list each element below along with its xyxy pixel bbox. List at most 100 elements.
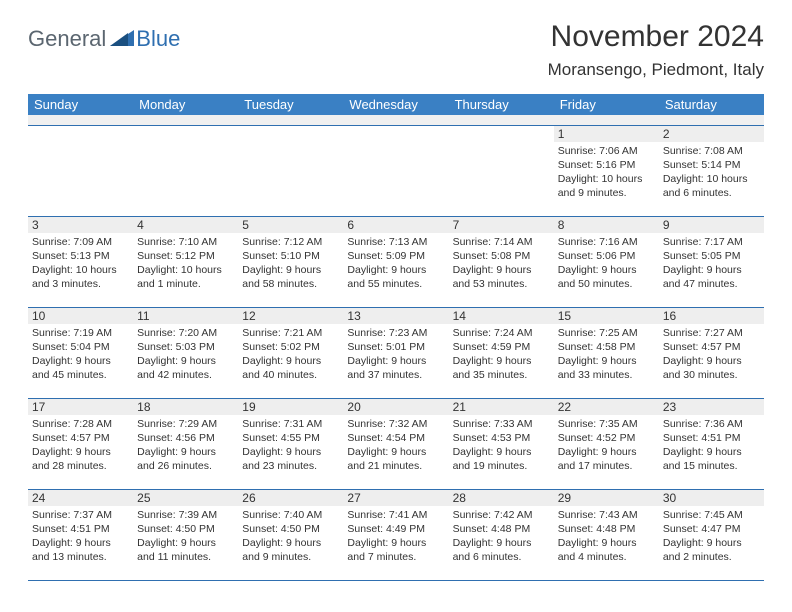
day-number: 21: [449, 399, 554, 415]
day-cell: 2Sunrise: 7:08 AMSunset: 5:14 PMDaylight…: [659, 125, 764, 216]
day-detail: Sunrise: 7:13 AMSunset: 5:09 PMDaylight:…: [347, 235, 444, 292]
day-cell: 8Sunrise: 7:16 AMSunset: 5:06 PMDaylight…: [554, 216, 659, 307]
day-number: 2: [659, 126, 764, 142]
day-detail: Sunrise: 7:39 AMSunset: 4:50 PMDaylight:…: [137, 508, 234, 565]
day-detail: Sunrise: 7:12 AMSunset: 5:10 PMDaylight:…: [242, 235, 339, 292]
sunrise-text: Sunrise: 7:36 AM: [663, 417, 760, 431]
day-detail: Sunrise: 7:27 AMSunset: 4:57 PMDaylight:…: [663, 326, 760, 383]
day-detail: Sunrise: 7:25 AMSunset: 4:58 PMDaylight:…: [558, 326, 655, 383]
day-cell: [238, 125, 343, 216]
sunrise-text: Sunrise: 7:12 AM: [242, 235, 339, 249]
sunrise-text: Sunrise: 7:28 AM: [32, 417, 129, 431]
day-detail: Sunrise: 7:10 AMSunset: 5:12 PMDaylight:…: [137, 235, 234, 292]
daylight-text: Daylight: 9 hours and 2 minutes.: [663, 536, 760, 564]
sunrise-text: Sunrise: 7:13 AM: [347, 235, 444, 249]
day-number: 9: [659, 217, 764, 233]
week-row: 3Sunrise: 7:09 AMSunset: 5:13 PMDaylight…: [28, 216, 764, 307]
daylight-text: Daylight: 9 hours and 13 minutes.: [32, 536, 129, 564]
day-cell: [343, 125, 448, 216]
day-number: 13: [343, 308, 448, 324]
daylight-text: Daylight: 9 hours and 47 minutes.: [663, 263, 760, 291]
sunrise-text: Sunrise: 7:23 AM: [347, 326, 444, 340]
day-detail: Sunrise: 7:33 AMSunset: 4:53 PMDaylight:…: [453, 417, 550, 474]
daylight-text: Daylight: 10 hours and 1 minute.: [137, 263, 234, 291]
day-detail: Sunrise: 7:31 AMSunset: 4:55 PMDaylight:…: [242, 417, 339, 474]
day-header: Wednesday: [343, 94, 448, 115]
daylight-text: Daylight: 9 hours and 7 minutes.: [347, 536, 444, 564]
logo-triangle-icon: [110, 28, 134, 51]
sunrise-text: Sunrise: 7:27 AM: [663, 326, 760, 340]
sunrise-text: Sunrise: 7:41 AM: [347, 508, 444, 522]
sunset-text: Sunset: 5:05 PM: [663, 249, 760, 263]
day-detail: Sunrise: 7:36 AMSunset: 4:51 PMDaylight:…: [663, 417, 760, 474]
sunset-text: Sunset: 5:10 PM: [242, 249, 339, 263]
day-detail: Sunrise: 7:16 AMSunset: 5:06 PMDaylight:…: [558, 235, 655, 292]
sunset-text: Sunset: 4:48 PM: [453, 522, 550, 536]
daylight-text: Daylight: 9 hours and 19 minutes.: [453, 445, 550, 473]
sunrise-text: Sunrise: 7:29 AM: [137, 417, 234, 431]
daylight-text: Daylight: 9 hours and 42 minutes.: [137, 354, 234, 382]
day-detail: Sunrise: 7:21 AMSunset: 5:02 PMDaylight:…: [242, 326, 339, 383]
sunrise-text: Sunrise: 7:21 AM: [242, 326, 339, 340]
day-number: 26: [238, 490, 343, 506]
day-number: 19: [238, 399, 343, 415]
day-cell: 23 Sunrise: 7:36 AMSunset: 4:51 PMDayligh…: [659, 398, 764, 489]
day-number: 24: [28, 490, 133, 506]
day-cell: 28Sunrise: 7:42 AMSunset: 4:48 PMDayligh…: [449, 489, 554, 580]
day-number: 11: [133, 308, 238, 324]
daylight-text: Daylight: 9 hours and 55 minutes.: [347, 263, 444, 291]
sunrise-text: Sunrise: 7:37 AM: [32, 508, 129, 522]
day-number: 17: [28, 399, 133, 415]
day-number: 16: [659, 308, 764, 324]
day-number: 23: [659, 399, 764, 415]
day-number: 1: [554, 126, 659, 142]
sunset-text: Sunset: 4:47 PM: [663, 522, 760, 536]
daylight-text: Daylight: 9 hours and 35 minutes.: [453, 354, 550, 382]
month-title: November 2024: [548, 20, 764, 54]
spacer-row: [28, 115, 764, 125]
sunset-text: Sunset: 4:54 PM: [347, 431, 444, 445]
day-number: 27: [343, 490, 448, 506]
daylight-text: Daylight: 9 hours and 37 minutes.: [347, 354, 444, 382]
day-cell: 20Sunrise: 7:32 AMSunset: 4:54 PMDayligh…: [343, 398, 448, 489]
day-detail: Sunrise: 7:37 AMSunset: 4:51 PMDaylight:…: [32, 508, 129, 565]
day-number: 4: [133, 217, 238, 233]
sunset-text: Sunset: 4:58 PM: [558, 340, 655, 354]
sunset-text: Sunset: 4:51 PM: [663, 431, 760, 445]
day-cell: 13Sunrise: 7:23 AMSunset: 5:01 PMDayligh…: [343, 307, 448, 398]
day-cell: 21 Sunrise: 7:33 AMSunset: 4:53 PMDayligh…: [449, 398, 554, 489]
sunrise-text: Sunrise: 7:06 AM: [558, 144, 655, 158]
day-number: 15: [554, 308, 659, 324]
day-number: 25: [133, 490, 238, 506]
sunset-text: Sunset: 5:08 PM: [453, 249, 550, 263]
sunrise-text: Sunrise: 7:25 AM: [558, 326, 655, 340]
sunset-text: Sunset: 4:53 PM: [453, 431, 550, 445]
day-cell: 1 Sunrise: 7:06 AMSunset: 5:16 PMDaylight…: [554, 125, 659, 216]
day-cell: [28, 125, 133, 216]
day-detail: Sunrise: 7:14 AMSunset: 5:08 PMDaylight:…: [453, 235, 550, 292]
week-row: 1 Sunrise: 7:06 AMSunset: 5:16 PMDaylight…: [28, 125, 764, 216]
day-cell: 5Sunrise: 7:12 AMSunset: 5:10 PMDaylight…: [238, 216, 343, 307]
week-row: 10Sunrise: 7:19 AMSunset: 5:04 PMDayligh…: [28, 307, 764, 398]
day-cell: 18Sunrise: 7:29 AMSunset: 4:56 PMDayligh…: [133, 398, 238, 489]
day-cell: [449, 125, 554, 216]
day-cell: 4 Sunrise: 7:10 AMSunset: 5:12 PMDaylight…: [133, 216, 238, 307]
day-cell: 29Sunrise: 7:43 AMSunset: 4:48 PMDayligh…: [554, 489, 659, 580]
day-cell: 14Sunrise: 7:24 AMSunset: 4:59 PMDayligh…: [449, 307, 554, 398]
day-cell: 12Sunrise: 7:21 AMSunset: 5:02 PMDayligh…: [238, 307, 343, 398]
sunset-text: Sunset: 4:49 PM: [347, 522, 444, 536]
day-detail: Sunrise: 7:06 AMSunset: 5:16 PMDaylight:…: [558, 144, 655, 201]
sunrise-text: Sunrise: 7:31 AM: [242, 417, 339, 431]
day-cell: 27 Sunrise: 7:41 AMSunset: 4:49 PMDayligh…: [343, 489, 448, 580]
day-number: 30: [659, 490, 764, 506]
daylight-text: Daylight: 9 hours and 11 minutes.: [137, 536, 234, 564]
logo-text-blue: Blue: [136, 26, 180, 52]
daylight-text: Daylight: 9 hours and 58 minutes.: [242, 263, 339, 291]
logo: General Blue: [28, 26, 180, 52]
sunset-text: Sunset: 5:02 PM: [242, 340, 339, 354]
sunset-text: Sunset: 5:09 PM: [347, 249, 444, 263]
day-cell: 15 Sunrise: 7:25 AMSunset: 4:58 PMDayligh…: [554, 307, 659, 398]
sunset-text: Sunset: 5:06 PM: [558, 249, 655, 263]
sunrise-text: Sunrise: 7:40 AM: [242, 508, 339, 522]
sunset-text: Sunset: 5:04 PM: [32, 340, 129, 354]
